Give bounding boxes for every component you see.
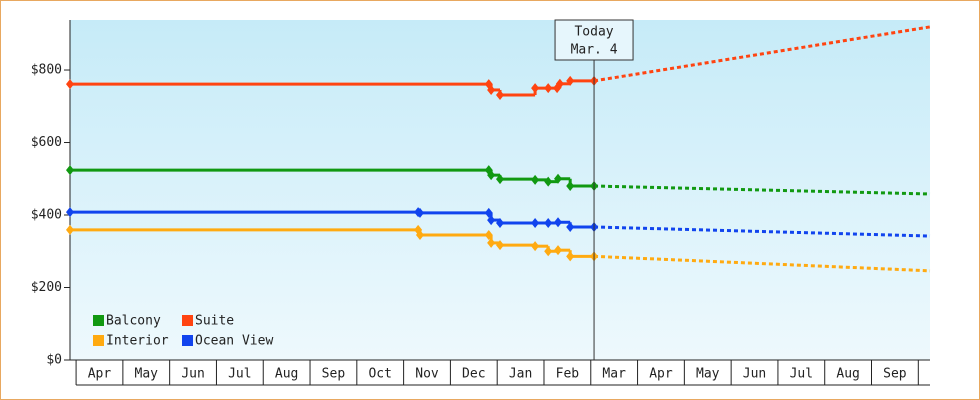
point-marker (487, 170, 496, 181)
point-marker (531, 174, 540, 185)
point-marker (544, 217, 553, 228)
legend-swatch (182, 335, 193, 346)
point-marker (496, 217, 504, 228)
point-marker (566, 251, 575, 262)
forecast-line (593, 254, 931, 273)
x-tick-label: May (696, 367, 720, 382)
point-marker (566, 75, 575, 86)
x-tick-label: Apr (649, 367, 673, 382)
forecast-line (594, 225, 931, 238)
x-tick-label: Jun (181, 367, 204, 382)
x-tick-label: Sep (322, 367, 346, 382)
point-marker (554, 245, 563, 256)
point-marker (487, 237, 496, 248)
today-label: Today (574, 25, 613, 40)
point-marker (531, 217, 540, 228)
x-tick-label: Oct (368, 367, 391, 382)
point-marker (66, 224, 74, 235)
point-marker (496, 174, 504, 185)
x-tick-label: Jun (743, 367, 766, 382)
point-marker (487, 215, 496, 226)
legend-label: Ocean View (195, 334, 273, 349)
x-tick-label: Apr (88, 367, 112, 382)
forecast-line (593, 25, 931, 83)
point-marker (531, 241, 540, 252)
legend-swatch (93, 315, 104, 326)
point-marker (66, 165, 74, 176)
today-box (554, 19, 634, 61)
legend-label: Suite (195, 314, 234, 329)
point-marker (496, 90, 504, 101)
legend-swatch (93, 335, 104, 346)
x-tick-label: Dec (462, 367, 485, 382)
x-tick-label: Feb (556, 367, 580, 382)
point-marker (496, 240, 504, 251)
legend-label: Interior (106, 334, 169, 349)
x-tick-label: May (135, 367, 159, 382)
x-tick-label: Jul (228, 367, 251, 382)
point-marker (544, 83, 553, 94)
x-tick-label: Aug (836, 367, 859, 382)
point-marker (544, 176, 553, 187)
x-tick-label: Mar (602, 367, 626, 382)
point-marker (484, 229, 493, 240)
legend-swatch (182, 315, 193, 326)
point-marker (531, 83, 540, 94)
legend-label: Balcony (106, 314, 161, 329)
point-marker (554, 173, 563, 184)
today-label: Mar. 4 (571, 43, 618, 58)
point-marker (566, 221, 575, 232)
x-tick-label: Sep (883, 367, 907, 382)
point-marker (66, 207, 74, 218)
point-marker (66, 79, 74, 90)
point-marker (554, 217, 563, 228)
y-tick-label: $800 (31, 63, 62, 78)
point-marker (415, 207, 424, 218)
x-tick-label: Nov (415, 367, 439, 382)
point-marker (415, 229, 424, 240)
forecast-line (594, 184, 931, 196)
y-tick-label: $0 (46, 353, 62, 368)
y-tick-label: $600 (31, 135, 62, 150)
x-tick-label: Jan (509, 367, 532, 382)
x-tick-label: Jul (790, 367, 813, 382)
y-tick-label: $200 (31, 280, 62, 295)
y-tick-label: $400 (31, 208, 62, 223)
point-marker (484, 207, 493, 218)
point-marker (566, 181, 575, 192)
point-marker (544, 246, 553, 257)
point-marker (487, 84, 496, 95)
x-tick-label: Aug (275, 367, 298, 382)
point-marker (555, 78, 564, 89)
